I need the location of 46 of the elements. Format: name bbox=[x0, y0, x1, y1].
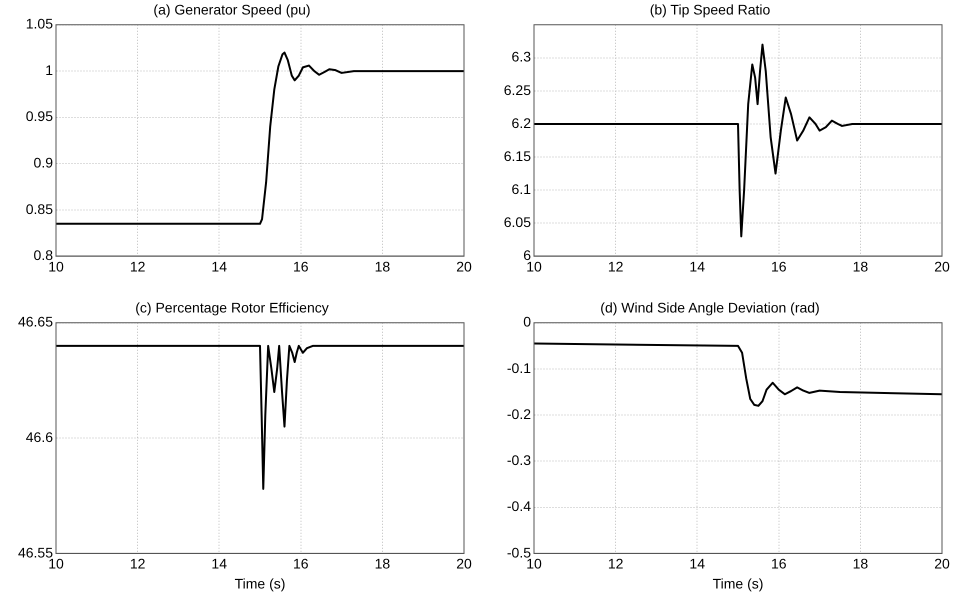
y-tick-label: 6.05 bbox=[504, 214, 532, 230]
x-tick-label: 12 bbox=[608, 258, 624, 274]
y-tick-label: 6.2 bbox=[512, 114, 532, 131]
x-tick-label: 12 bbox=[130, 556, 146, 572]
x-tick-label: 14 bbox=[689, 258, 706, 274]
y-tick-label: 6.15 bbox=[504, 148, 532, 164]
y-tick-label: -0.2 bbox=[506, 406, 532, 422]
y-tick-label: -0.5 bbox=[506, 544, 532, 560]
x-tick-label: 18 bbox=[852, 556, 868, 572]
y-tick-label: -0.4 bbox=[506, 498, 532, 514]
chart-title: (b) Tip Speed Ratio bbox=[650, 1, 771, 18]
y-tick-label: 6.25 bbox=[504, 82, 532, 98]
x-tick-label: 14 bbox=[689, 556, 706, 572]
y-tick-label: 6.3 bbox=[512, 48, 532, 65]
chart-title: (d) Wind Side Angle Deviation (rad) bbox=[600, 299, 820, 316]
y-tick-label: 46.6 bbox=[26, 428, 54, 445]
y-tick-label: 0.9 bbox=[34, 154, 54, 170]
x-tick-label: 14 bbox=[211, 258, 228, 274]
x-tick-label: 14 bbox=[211, 556, 228, 572]
y-tick-label: 46.65 bbox=[18, 314, 54, 330]
x-tick-label: 18 bbox=[374, 556, 390, 572]
x-tick-label: 20 bbox=[456, 556, 472, 572]
x-tick-label: 12 bbox=[608, 556, 624, 572]
y-tick-label: 1 bbox=[45, 62, 54, 78]
x-tick-label: 16 bbox=[771, 556, 787, 572]
x-axis-title: Time (s) bbox=[712, 575, 764, 592]
chart-title: (c) Percentage Rotor Efficiency bbox=[135, 299, 329, 316]
y-tick-label: 6.1 bbox=[512, 180, 532, 197]
y-tick-label: 1.05 bbox=[26, 16, 54, 32]
x-tick-label: 12 bbox=[130, 258, 146, 274]
x-tick-label: 16 bbox=[771, 258, 787, 274]
x-tick-label: 20 bbox=[934, 556, 950, 572]
x-tick-label: 20 bbox=[456, 258, 472, 274]
y-tick-label: -0.3 bbox=[506, 452, 532, 468]
x-tick-label: 16 bbox=[293, 556, 309, 572]
x-tick-label: 20 bbox=[934, 258, 950, 274]
x-tick-label: 16 bbox=[293, 258, 309, 274]
y-tick-label: -0.1 bbox=[506, 360, 532, 376]
x-axis-title: Time (s) bbox=[234, 575, 286, 592]
x-tick-label: 18 bbox=[374, 258, 390, 274]
y-tick-label: 0 bbox=[523, 314, 532, 330]
y-tick-label: 0.95 bbox=[26, 108, 54, 124]
y-tick-label: 46.55 bbox=[18, 544, 54, 560]
x-tick-label: 18 bbox=[852, 258, 868, 274]
y-tick-label: 0.85 bbox=[26, 200, 54, 217]
chart-title: (a) Generator Speed (pu) bbox=[153, 1, 311, 18]
